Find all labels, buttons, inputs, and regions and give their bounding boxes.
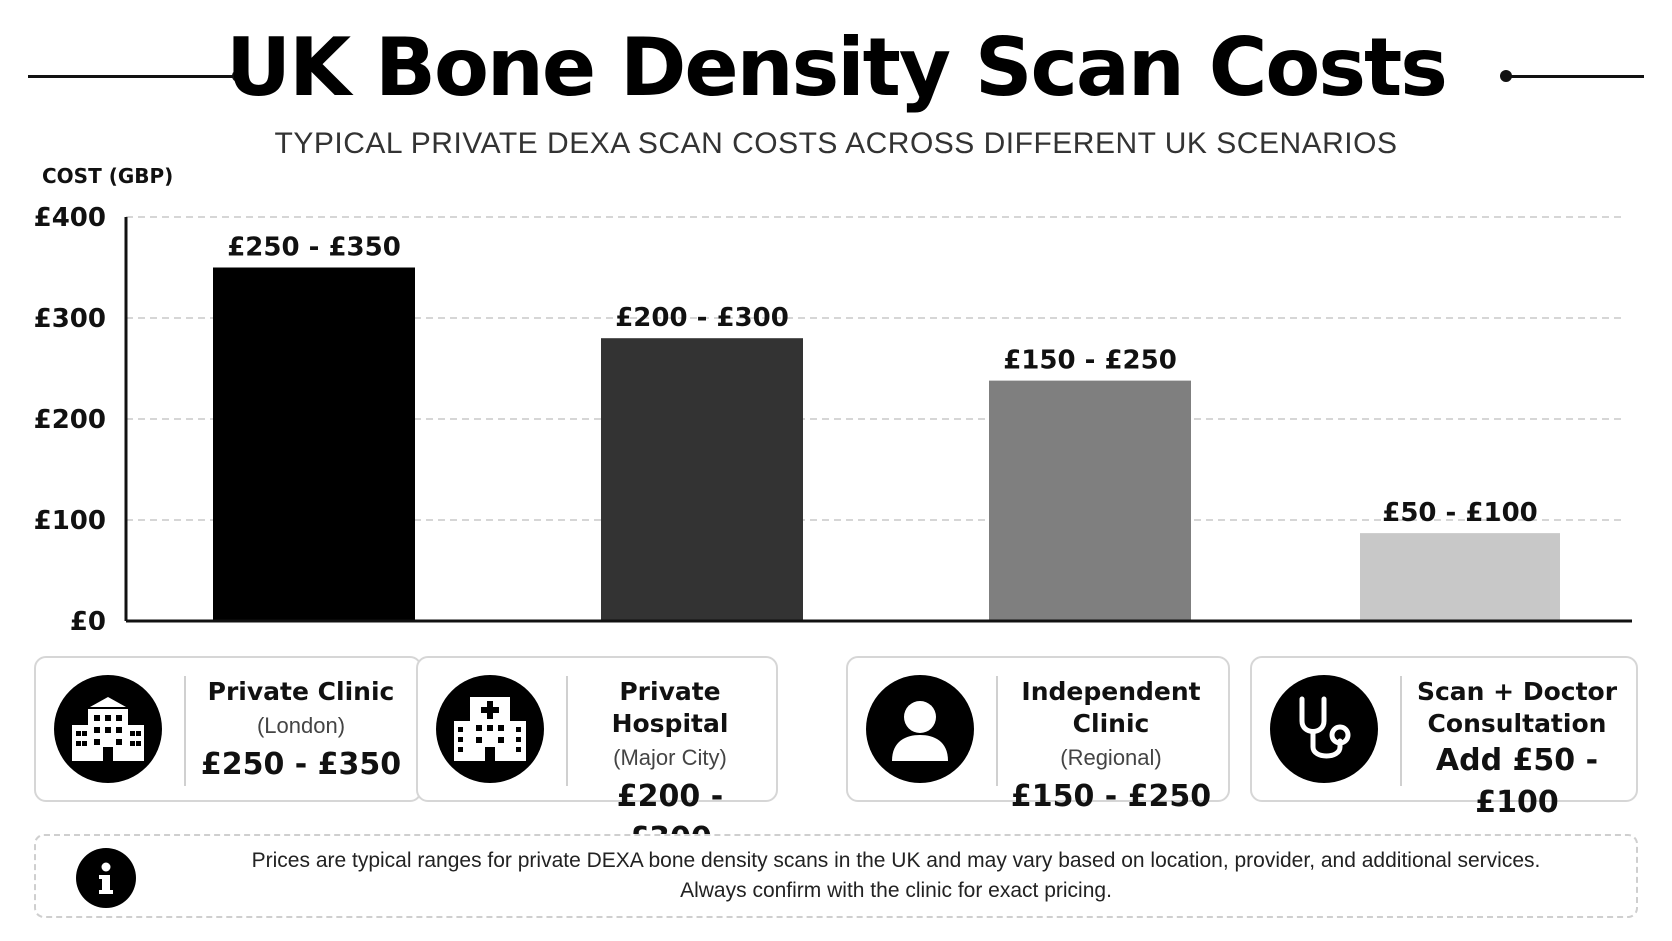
y-ticks: £0 £100 £200 £300 £400 bbox=[34, 203, 106, 630]
stethoscope-icon bbox=[1270, 675, 1378, 783]
card-title: Scan + Doctor bbox=[1416, 677, 1618, 706]
bar-1 bbox=[213, 267, 415, 621]
bar-3 bbox=[989, 380, 1191, 621]
page-subtitle: TYPICAL PRIVATE DEXA SCAN COSTS ACROSS D… bbox=[274, 127, 1398, 160]
scenario-cards: Private Clinic (London) £250 - £350 bbox=[34, 656, 1638, 856]
header: UK Bone Density Scan Costs bbox=[0, 18, 1672, 128]
card-independent-clinic: Independent Clinic (Regional) £150 - £25… bbox=[846, 656, 1230, 814]
bars bbox=[213, 267, 1560, 621]
card-private-clinic: Private Clinic (London) £250 - £350 bbox=[34, 656, 422, 802]
card-price: £250 - £350 bbox=[200, 747, 402, 782]
bar-value-label: £50 - £100 bbox=[1382, 498, 1538, 528]
card-title: Private Hospital bbox=[611, 677, 729, 738]
info-note: Prices are typical ranges for private DE… bbox=[34, 834, 1638, 918]
y-tick-label: £400 bbox=[34, 203, 106, 233]
grid-lines bbox=[126, 216, 1626, 521]
card-subtitle: (London) bbox=[256, 713, 346, 738]
card-private-hospital: Private Hospital (Major City) £200 - £30… bbox=[416, 656, 778, 856]
title-rule-left bbox=[28, 75, 238, 78]
y-tick-label: £100 bbox=[34, 506, 106, 536]
card-title: Independent Clinic bbox=[1021, 677, 1201, 738]
y-tick-label: £300 bbox=[34, 304, 106, 334]
card-title-line2: Consultation bbox=[1427, 709, 1607, 738]
bar-2 bbox=[601, 338, 803, 621]
hospital-icon bbox=[436, 675, 544, 783]
note-line-1: Prices are typical ranges for private DE… bbox=[251, 849, 1541, 872]
note-line-2: Always confirm with the clinic for exact… bbox=[680, 879, 1112, 902]
card-price: £150 - £250 bbox=[1010, 779, 1212, 814]
card-subtitle: (Regional) bbox=[1060, 745, 1162, 770]
title-dot-left bbox=[232, 70, 244, 82]
card-scan-doctor: Scan + Doctor Consultation Add £50 - £10… bbox=[1250, 656, 1638, 820]
bar-value-label: £250 - £350 bbox=[227, 233, 401, 263]
clinic-building-icon bbox=[54, 675, 162, 783]
bar-labels: £250 - £350 £200 - £300 £150 - £250 £50 - £… bbox=[227, 233, 1538, 529]
page-title: UK Bone Density Scan Costs bbox=[226, 21, 1448, 114]
bar-4 bbox=[1360, 533, 1560, 621]
y-tick-label: £200 bbox=[34, 405, 106, 435]
person-icon bbox=[866, 675, 974, 783]
y-tick-label: £0 bbox=[70, 607, 106, 630]
card-price: Add £50 - £100 bbox=[1435, 743, 1599, 820]
card-subtitle: (Major City) bbox=[613, 745, 727, 770]
title-rule-right bbox=[1506, 75, 1644, 78]
info-icon bbox=[76, 848, 136, 908]
card-title: Private Clinic bbox=[207, 677, 395, 706]
bar-value-label: £150 - £250 bbox=[1003, 346, 1177, 376]
bar-chart: COST (GBP) £0 £100 £200 £300 £400 £250 - £35… bbox=[34, 164, 1632, 630]
y-axis-label: COST (GBP) bbox=[42, 164, 173, 188]
bar-value-label: £200 - £300 bbox=[615, 303, 789, 333]
